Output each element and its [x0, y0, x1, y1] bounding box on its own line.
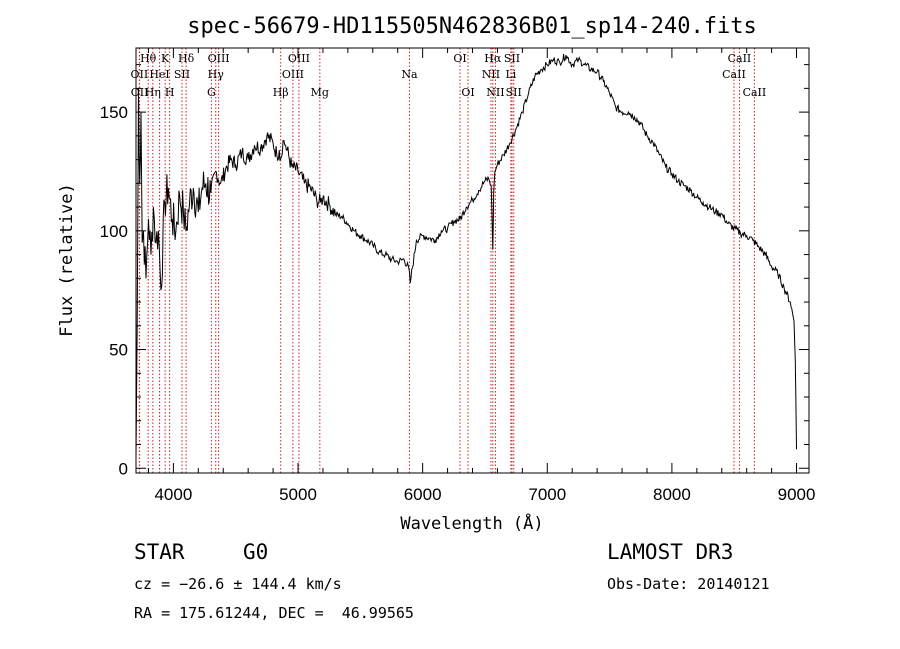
x-tick-label: 6000 [404, 485, 442, 504]
x-axis-label: Wavelength (Å) [400, 512, 543, 534]
object-subclass: G0 [243, 540, 269, 564]
observation-date: Obs-Date: 20140121 [607, 575, 770, 593]
spectral-line-markers [138, 48, 755, 473]
spectral-line-label: Li [505, 68, 516, 81]
spectral-line-label: Hβ [273, 86, 289, 99]
spectral-line-label: G [207, 86, 216, 99]
object-class: STAR [134, 540, 185, 564]
spectral-line-label: OIII [282, 68, 304, 81]
x-tick-label: 8000 [653, 485, 691, 504]
x-tick-label: 4000 [154, 485, 192, 504]
spectral-line-label: Mg [311, 86, 329, 99]
spectral-line-label: Hα [484, 52, 502, 65]
x-tick-label: 5000 [279, 485, 317, 504]
spectral-line-label: Hθ [140, 52, 157, 65]
spectral-line-label: Hγ [208, 68, 225, 81]
spectral-line-label: OII [131, 68, 149, 81]
flux-series-line [135, 53, 797, 457]
spectral-line-label: SII [506, 86, 522, 99]
y-tick-label: 50 [109, 341, 128, 360]
spectral-line-label: NII [482, 68, 500, 81]
coordinates: RA = 175.61244, DEC = 46.99565 [134, 604, 414, 622]
plot-frame [135, 47, 810, 474]
spectral-line-label: CaII [728, 52, 752, 65]
spectral-line-label: OIII [288, 52, 310, 65]
spectral-line-label: SII [174, 68, 190, 81]
survey-name: LAMOST DR3 [607, 540, 734, 564]
spectral-line-label: OI [453, 52, 466, 65]
y-axis-label: Flux (relative) [57, 183, 77, 337]
axis-ticks: 4000 5000 6000 7000 8000 9000 0 50 100 150 [100, 48, 816, 504]
spectral-line-label: HeI [149, 68, 169, 81]
chart-title: spec-56679-HD115505N462836B01_sp14-240.f… [187, 14, 757, 39]
spectral-line-label: OIII [208, 52, 230, 65]
spectral-line-labels: Hθ OII OII K HeI Hη SII H Hδ OIII Hγ G OIII OIII Hβ Mg N… [131, 52, 767, 99]
x-tick-label: 7000 [528, 485, 566, 504]
y-tick-label: 0 [119, 459, 128, 478]
spectral-line-label: H [165, 86, 175, 99]
y-tick-label: 150 [100, 103, 128, 122]
spectral-line-label: OI [461, 86, 474, 99]
spectral-line-label: CaII [743, 86, 767, 99]
spectral-line-label: Na [401, 68, 418, 81]
spectral-line-label: K [161, 52, 170, 65]
x-tick-label: 9000 [778, 485, 816, 504]
y-tick-label: 100 [100, 222, 128, 241]
redshift-cz: cz = −26.6 ± 144.4 km/s [134, 575, 342, 593]
spectral-line-label: CaII [722, 68, 746, 81]
spectral-line-label: OII [131, 86, 149, 99]
spectral-line-label: Hδ [178, 52, 195, 65]
spectral-line-label: Hη [145, 86, 161, 99]
spectral-line-label: SII [504, 52, 520, 65]
spectral-line-label: NII [486, 86, 504, 99]
